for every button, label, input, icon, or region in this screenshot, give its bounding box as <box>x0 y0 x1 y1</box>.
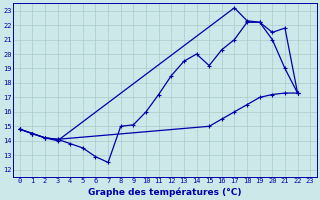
X-axis label: Graphe des températures (°C): Graphe des températures (°C) <box>88 187 242 197</box>
